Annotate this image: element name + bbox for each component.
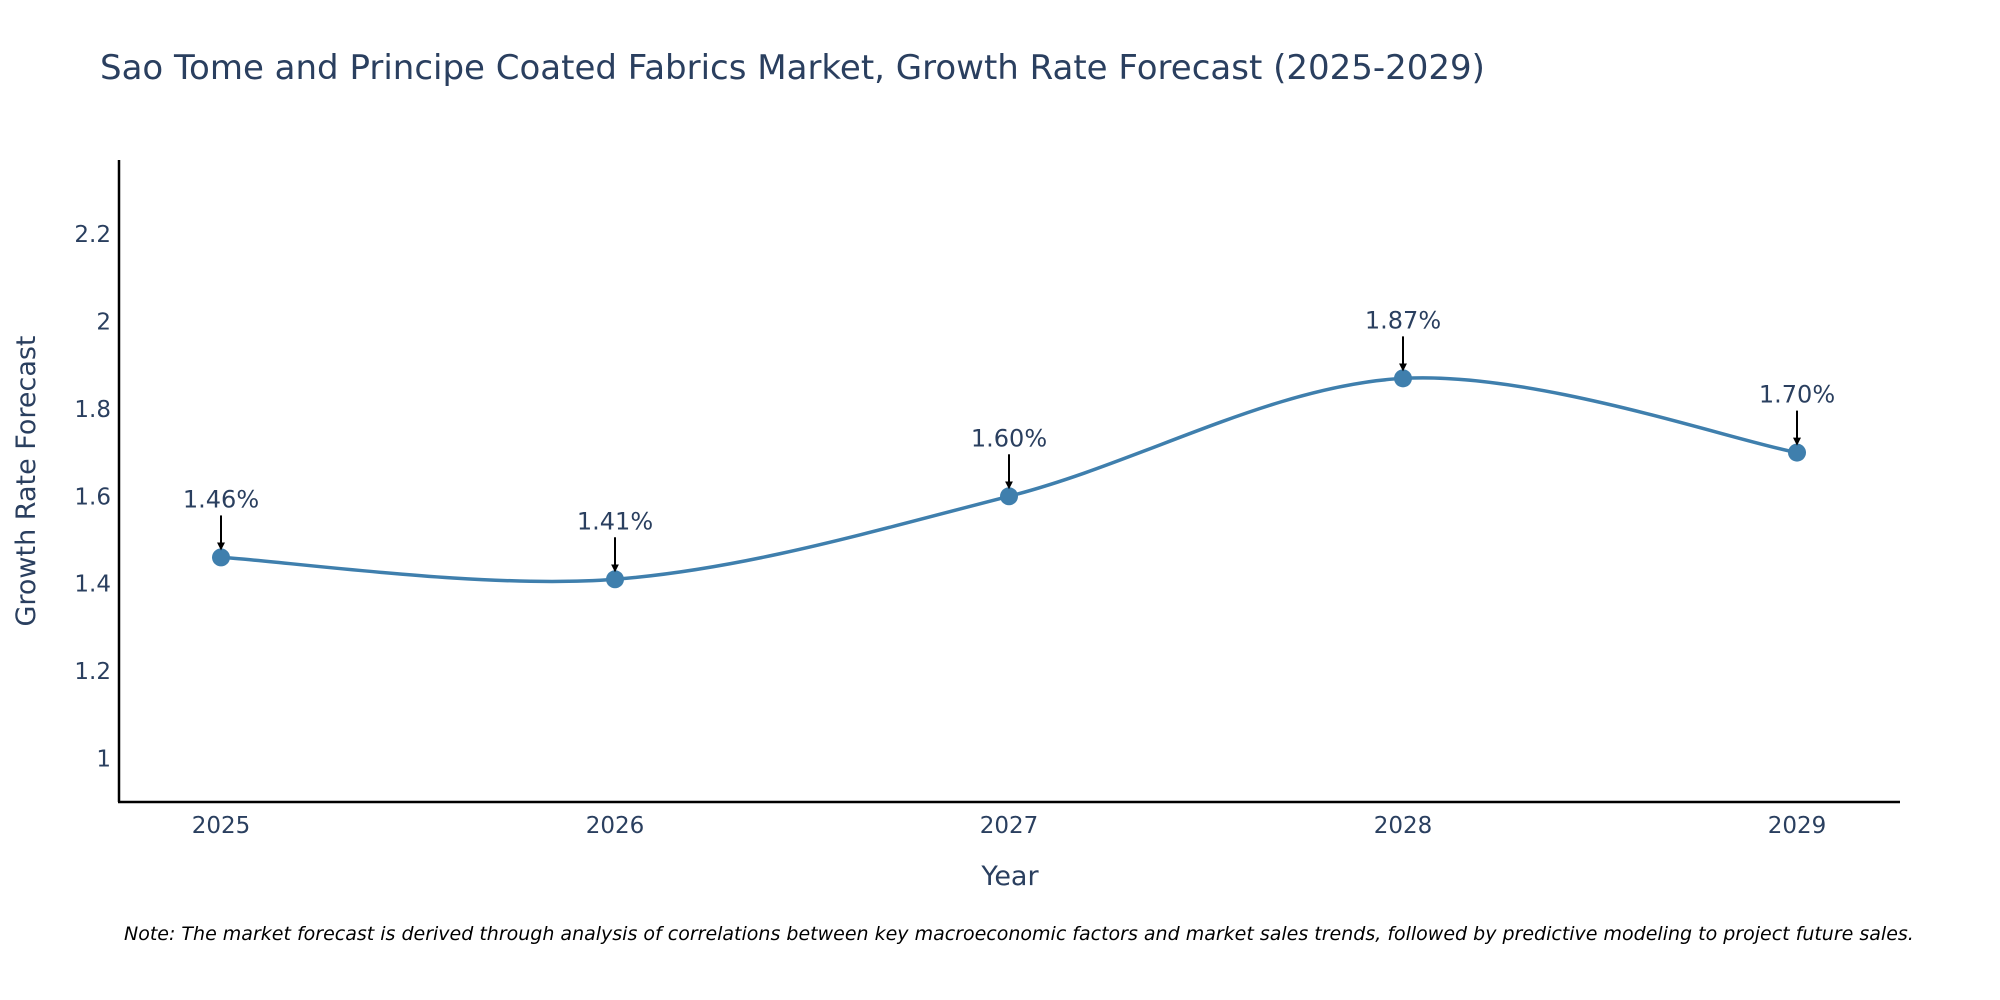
data-label: 1.46% <box>183 485 259 513</box>
y-axis-ticks: 1 1.2 1.4 1.6 1.8 2 2.2 <box>74 222 111 772</box>
data-point-marker <box>1788 443 1806 462</box>
x-tick-label: 2026 <box>586 813 645 839</box>
y-tick-label: 1.2 <box>74 659 111 685</box>
footnote: Note: The market forecast is derived thr… <box>124 923 1914 945</box>
x-tick-label: 2028 <box>1374 813 1433 839</box>
x-tick-label: 2029 <box>1768 813 1827 839</box>
series-markers <box>212 369 1806 589</box>
data-point-marker <box>606 570 624 589</box>
y-axis-title: Growth Rate Forecast <box>11 335 42 626</box>
y-tick-label: 2 <box>96 310 111 336</box>
y-tick-label: 1.4 <box>74 572 111 598</box>
data-label-annotations: 1.46% 1.41% 1.60% 1.87% 1.70% <box>183 306 1835 573</box>
data-point-marker <box>212 548 230 567</box>
chart-title: Sao Tome and Principe Coated Fabrics Mar… <box>100 48 1485 88</box>
y-tick-label: 1.6 <box>74 484 111 510</box>
data-point-marker <box>1000 487 1018 506</box>
x-tick-label: 2027 <box>980 813 1039 839</box>
x-axis-ticks: 2025 2026 2027 2028 2029 <box>192 813 1827 839</box>
y-tick-label: 1.8 <box>74 397 111 423</box>
data-label: 1.41% <box>577 507 653 535</box>
data-label: 1.60% <box>971 424 1047 452</box>
data-point-marker <box>1394 369 1412 388</box>
x-tick-label: 2025 <box>192 813 251 839</box>
data-label: 1.70% <box>1759 381 1835 409</box>
data-label: 1.87% <box>1365 306 1441 334</box>
y-tick-label: 2.2 <box>74 222 111 248</box>
y-tick-label: 1 <box>96 746 111 772</box>
x-axis-title: Year <box>980 861 1039 892</box>
